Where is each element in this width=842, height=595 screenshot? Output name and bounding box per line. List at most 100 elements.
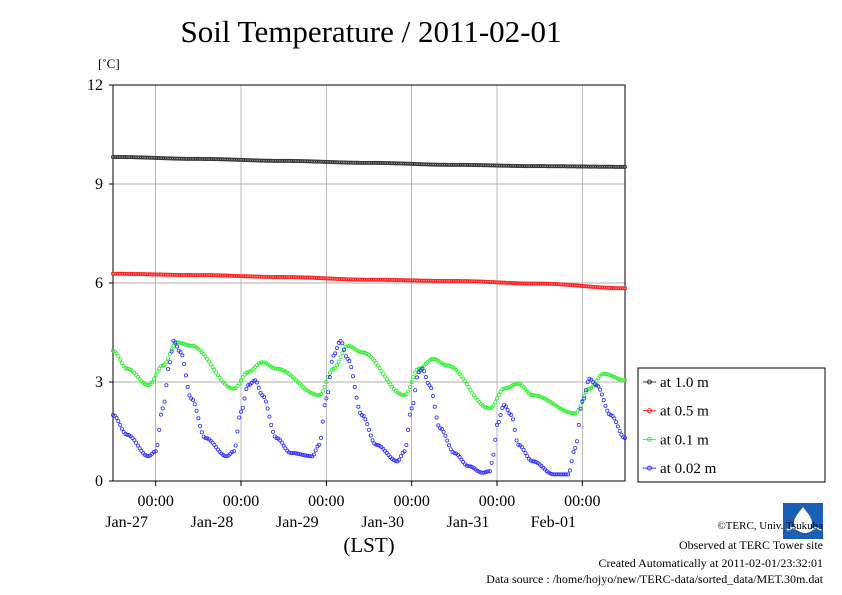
data-point bbox=[167, 360, 172, 365]
data-point bbox=[623, 286, 628, 291]
data-point bbox=[340, 341, 345, 346]
data-point bbox=[397, 457, 402, 462]
data-point bbox=[164, 383, 169, 388]
data-point bbox=[493, 437, 498, 442]
data-point bbox=[564, 409, 569, 414]
data-point bbox=[294, 451, 299, 456]
data-point bbox=[340, 350, 345, 355]
data-point bbox=[118, 422, 123, 427]
data-point bbox=[566, 410, 571, 415]
data-point bbox=[317, 442, 322, 447]
series-at-1-0-m bbox=[111, 154, 628, 169]
data-point bbox=[150, 380, 155, 385]
legend-label: at 0.1 m bbox=[660, 432, 709, 448]
data-point bbox=[276, 366, 281, 371]
data-point bbox=[318, 392, 323, 397]
data-point bbox=[169, 347, 174, 352]
data-point bbox=[368, 433, 373, 438]
data-point bbox=[599, 372, 604, 377]
data-point bbox=[311, 392, 316, 397]
data-point bbox=[402, 449, 407, 454]
data-point bbox=[203, 436, 208, 441]
data-point bbox=[468, 387, 473, 392]
data-point bbox=[429, 386, 434, 391]
data-point bbox=[240, 405, 245, 410]
series-at-0-1-m bbox=[111, 340, 628, 416]
data-point bbox=[198, 423, 203, 428]
data-point bbox=[153, 373, 158, 378]
data-point bbox=[464, 382, 469, 387]
data-point bbox=[446, 443, 451, 448]
data-point bbox=[525, 454, 530, 459]
data-source-credit: Data source : /home/hojyo/new/TERC-data/… bbox=[486, 572, 823, 586]
data-point bbox=[381, 371, 386, 376]
x-tick-time-label: 00:00 bbox=[393, 493, 429, 510]
data-point bbox=[322, 403, 327, 408]
data-point bbox=[361, 414, 366, 419]
data-point bbox=[580, 399, 585, 404]
data-point bbox=[295, 451, 300, 456]
data-point bbox=[153, 449, 158, 454]
data-point bbox=[422, 369, 427, 374]
data-point bbox=[345, 343, 350, 348]
data-point bbox=[137, 446, 142, 451]
data-point bbox=[496, 420, 501, 425]
data-point bbox=[180, 353, 185, 358]
data-point bbox=[336, 359, 341, 364]
data-point bbox=[406, 389, 411, 394]
data-point bbox=[114, 415, 119, 420]
legend-swatch-marker bbox=[647, 436, 652, 442]
data-point bbox=[164, 360, 169, 365]
data-point bbox=[178, 350, 183, 355]
data-point bbox=[374, 361, 379, 366]
x-axis-label: (LST) bbox=[343, 533, 394, 557]
data-point bbox=[491, 403, 496, 408]
data-point bbox=[576, 422, 581, 427]
data-point bbox=[430, 356, 435, 361]
data-point bbox=[262, 394, 267, 399]
data-point bbox=[530, 459, 535, 464]
x-tick-date-label: Jan-29 bbox=[276, 514, 319, 531]
data-point bbox=[212, 367, 217, 372]
data-point bbox=[333, 351, 338, 356]
data-point bbox=[302, 453, 307, 458]
data-point bbox=[404, 392, 409, 397]
data-point bbox=[244, 387, 249, 392]
data-point bbox=[484, 469, 489, 474]
data-point bbox=[537, 394, 542, 399]
data-point bbox=[404, 443, 409, 448]
legend-box bbox=[637, 367, 826, 483]
data-point bbox=[459, 457, 464, 462]
data-point bbox=[292, 451, 297, 456]
data-point bbox=[238, 378, 243, 383]
x-tick-date-label: Jan-31 bbox=[447, 514, 490, 531]
data-point bbox=[270, 429, 275, 434]
observed-credit: Observed at TERC Tower site bbox=[678, 538, 823, 552]
data-point bbox=[334, 363, 339, 368]
data-point bbox=[210, 365, 215, 370]
x-tick-time-label: 00:00 bbox=[308, 493, 344, 510]
data-point bbox=[512, 382, 517, 387]
data-point bbox=[407, 385, 412, 390]
data-point bbox=[183, 342, 188, 347]
data-point bbox=[599, 392, 604, 397]
data-point bbox=[377, 366, 382, 371]
data-point bbox=[320, 389, 325, 394]
data-point bbox=[237, 381, 242, 386]
data-point bbox=[151, 377, 156, 382]
data-point bbox=[125, 366, 130, 371]
data-point bbox=[621, 378, 626, 383]
data-point bbox=[203, 354, 208, 359]
data-point bbox=[448, 447, 453, 452]
data-point bbox=[343, 354, 348, 359]
data-point bbox=[228, 385, 233, 390]
data-point bbox=[566, 472, 571, 477]
x-tick-time-label: 00:00 bbox=[564, 493, 600, 510]
data-point bbox=[174, 340, 179, 345]
legend-label: at 0.5 m bbox=[660, 404, 709, 420]
data-point bbox=[605, 372, 610, 377]
data-point bbox=[623, 164, 628, 169]
y-tick-label: 6 bbox=[95, 275, 103, 292]
data-point bbox=[571, 449, 576, 454]
data-point bbox=[313, 448, 318, 453]
